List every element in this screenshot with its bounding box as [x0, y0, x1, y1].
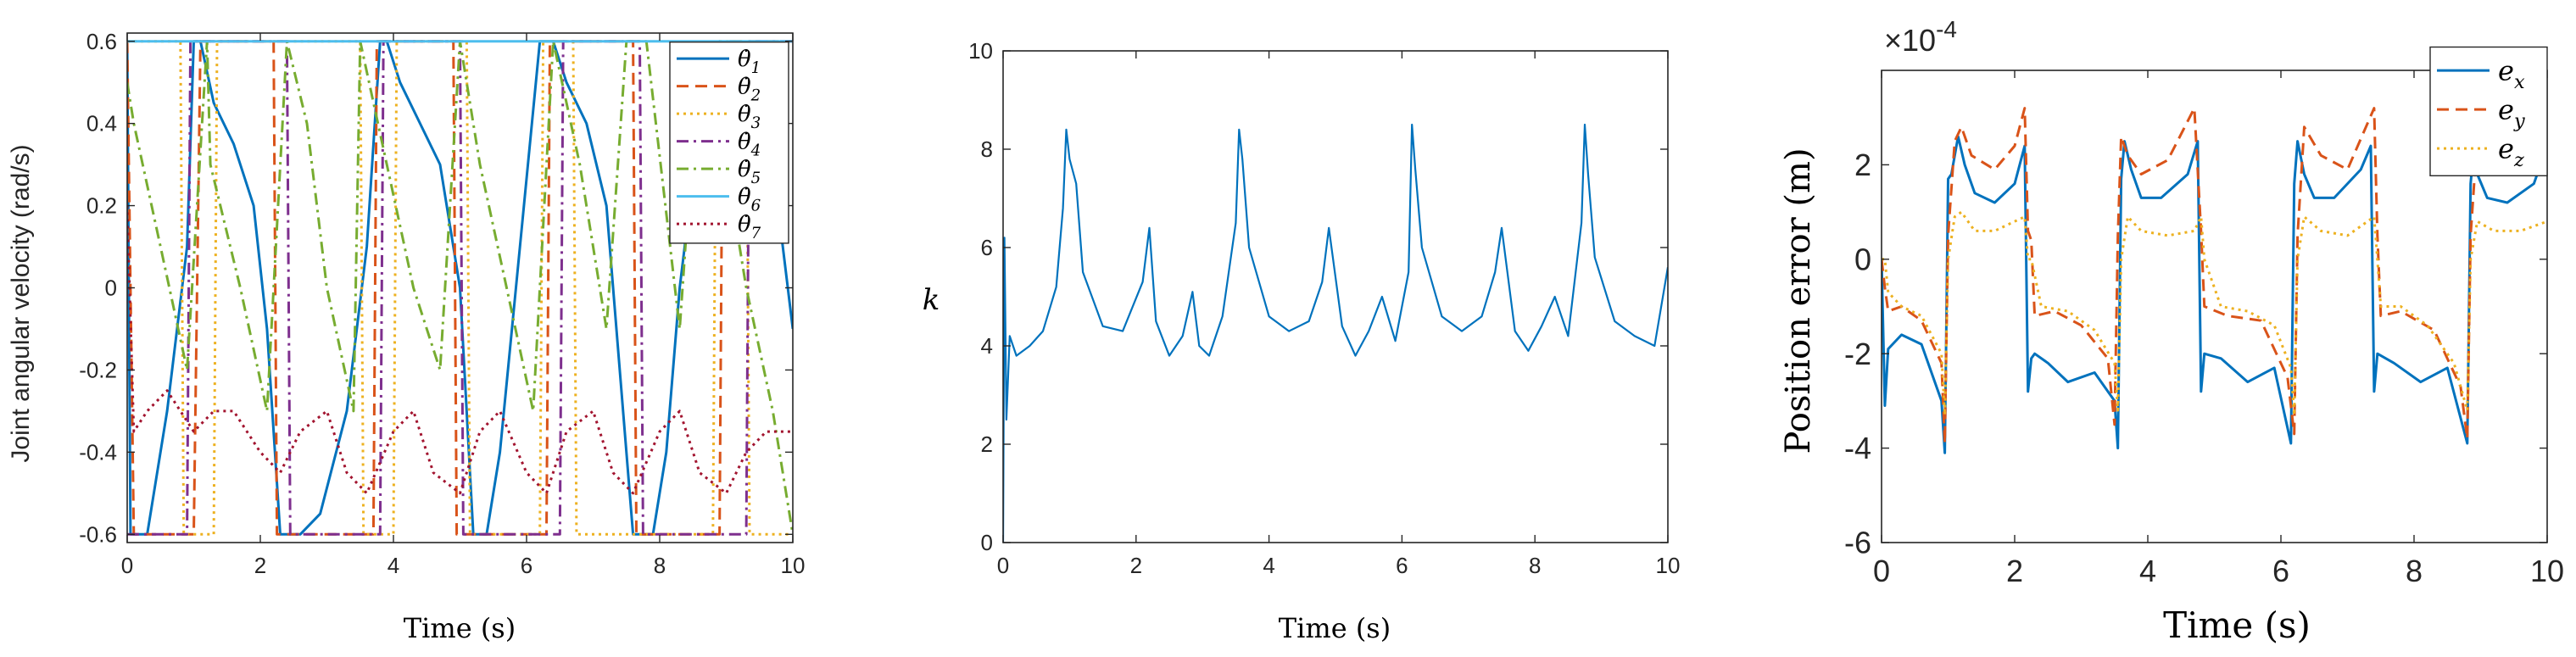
- chart2-ylabel: k: [923, 283, 940, 317]
- chart1-xtick-label: 6: [521, 553, 532, 578]
- joint-velocity-chart: Joint angular velocity (rad/s) Time (s) …: [7, 29, 805, 644]
- chart2-series-line-1: [1003, 123, 1668, 543]
- chart2-xtick-label: 8: [1529, 553, 1541, 578]
- chart2-xlabel: Time (s): [1279, 612, 1391, 644]
- chart2-xtick-label: 2: [1130, 553, 1142, 578]
- chart3-legend-label: ey: [2498, 93, 2525, 132]
- chart3-ytick-label: -6: [1844, 526, 1871, 560]
- chart3-ytick-label: 2: [1854, 148, 1871, 182]
- chart1-legend-label: θ̇7: [738, 212, 761, 242]
- chart3-xtick-label: 10: [2530, 554, 2564, 588]
- chart3-xtick-label: 4: [2139, 554, 2156, 588]
- chart3-xtick-label: 2: [2006, 554, 2023, 588]
- chart3-ytick-label: 0: [1854, 242, 1871, 276]
- chart3-series-line-2: [1882, 107, 2547, 445]
- chart2-ytick-label: 4: [981, 333, 993, 359]
- chart2-ytick-label: 8: [981, 136, 993, 162]
- chart1-xtick-label: 10: [781, 553, 806, 578]
- chart1-ytick-label: 0.4: [86, 111, 117, 136]
- chart3-axes-box: [1881, 70, 2548, 543]
- chart1-legend-label: θ̇2: [738, 75, 761, 105]
- chart1-ytick-label: 0.6: [86, 29, 117, 54]
- chart3-ytick-label: -2: [1844, 337, 1871, 371]
- chart1-xtick-label: 2: [254, 553, 266, 578]
- k-chart: k Time (s) 0 2 4 6 8 10 0 2 4 6 8 10: [923, 38, 1681, 644]
- chart3-xtick-label: 6: [2272, 554, 2289, 588]
- chart1-legend: θ̇1θ̇2θ̇3θ̇4θ̇5θ̇6θ̇7: [669, 41, 789, 244]
- chart1-xtick-label: 8: [654, 553, 666, 578]
- chart2-xtick-label: 10: [1656, 553, 1681, 578]
- chart2-xtick-label: 0: [997, 553, 1009, 578]
- chart1-ytick-label: -0.4: [79, 439, 117, 465]
- chart1-ytick-label: -0.6: [79, 521, 117, 547]
- chart1-xlabel: Time (s): [404, 612, 516, 644]
- chart2-ytick-label: 6: [981, 235, 993, 260]
- chart2-xtick-label: 4: [1263, 553, 1274, 578]
- chart1-legend-label: θ̇1: [738, 47, 761, 77]
- chart1-series-line-5: [127, 40, 793, 535]
- chart3-xtick-label: 0: [1873, 554, 1890, 588]
- chart1-legend-box: [669, 41, 789, 244]
- chart3-legend-label: ex: [2498, 54, 2525, 93]
- chart3-ylabel: Position error (m): [1779, 148, 1818, 454]
- chart1-series-line-7: [127, 205, 793, 495]
- chart1-legend-label: θ̇4: [738, 130, 761, 160]
- chart1-xtick-label: 4: [388, 553, 399, 578]
- chart3-xtick-label: 8: [2406, 554, 2423, 588]
- chart2-series-group: [1003, 123, 1668, 543]
- chart1-legend-label: θ̇6: [738, 185, 761, 215]
- chart3-xlabel: Time (s): [2163, 604, 2311, 646]
- chart1-ytick-label: 0.2: [86, 193, 117, 219]
- chart2-ytick-label: 10: [968, 38, 993, 64]
- chart1-legend-label: θ̇5: [738, 157, 761, 187]
- chart1-xtick-label: 0: [121, 553, 133, 578]
- chart3-exponent-power: -4: [1936, 16, 1957, 42]
- chart3-series-line-3: [1882, 210, 2547, 417]
- chart1-legend-label: θ̇3: [738, 102, 761, 132]
- chart3-series-group: [1882, 107, 2547, 454]
- chart2-xtick-label: 6: [1396, 553, 1408, 578]
- chart2-ytick-label: 0: [981, 530, 993, 555]
- chart1-ytick-label: -0.2: [79, 358, 117, 383]
- chart2-axes-box: [1002, 50, 1669, 543]
- chart3-series-line-1: [1882, 135, 2547, 454]
- chart1-series-line-3: [127, 40, 793, 536]
- chart3-legend-label: ez: [2498, 132, 2524, 171]
- chart1-ytick-label: 0: [105, 276, 117, 301]
- chart3-legend-box: [2429, 46, 2548, 177]
- chart2-ytick-label: 2: [981, 432, 993, 457]
- chart3-exponent-base: ×10: [1884, 23, 1936, 58]
- chart3-exponent-label: ×10-4: [1884, 16, 1957, 58]
- chart1-ylabel: Joint angular velocity (rad/s): [7, 144, 35, 462]
- chart3-ytick-label: -4: [1844, 431, 1871, 465]
- chart1-series-group: [127, 40, 793, 536]
